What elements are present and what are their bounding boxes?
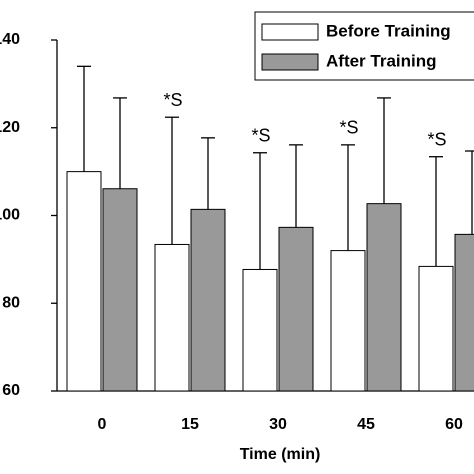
bar — [454, 233, 474, 392]
y-tick-label: 140 — [0, 31, 20, 48]
bar — [418, 265, 454, 392]
x-axis-title: Time (min) — [240, 446, 321, 463]
bar — [242, 268, 278, 392]
annotation: *S — [427, 129, 446, 149]
legend-swatch — [261, 23, 319, 41]
y-tick-label: 120 — [0, 119, 20, 136]
x-tick-label: 45 — [357, 416, 375, 433]
x-tick-label: 60 — [445, 416, 463, 433]
bar — [154, 243, 190, 392]
x-tick-label: 0 — [98, 416, 107, 433]
legend-label: After Training — [326, 51, 437, 70]
bar — [102, 188, 138, 392]
y-tick-label: 60 — [2, 382, 20, 399]
bar — [66, 171, 102, 392]
y-tick-label: 100 — [0, 207, 20, 224]
annotation: *S — [339, 118, 358, 138]
bar — [330, 250, 366, 392]
annotation: *S — [251, 126, 270, 146]
annotation: *S — [163, 90, 182, 110]
bar — [278, 226, 314, 392]
x-tick-label: 30 — [269, 416, 287, 433]
legend-swatch — [261, 53, 319, 71]
bar — [366, 203, 402, 392]
legend-label: Before Training — [326, 21, 451, 40]
x-tick-label: 15 — [181, 416, 199, 433]
bar — [190, 208, 226, 392]
y-tick-label: 80 — [2, 294, 20, 311]
